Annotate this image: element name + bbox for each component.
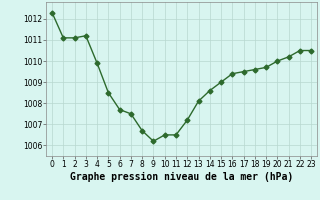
X-axis label: Graphe pression niveau de la mer (hPa): Graphe pression niveau de la mer (hPa) [70,172,293,182]
